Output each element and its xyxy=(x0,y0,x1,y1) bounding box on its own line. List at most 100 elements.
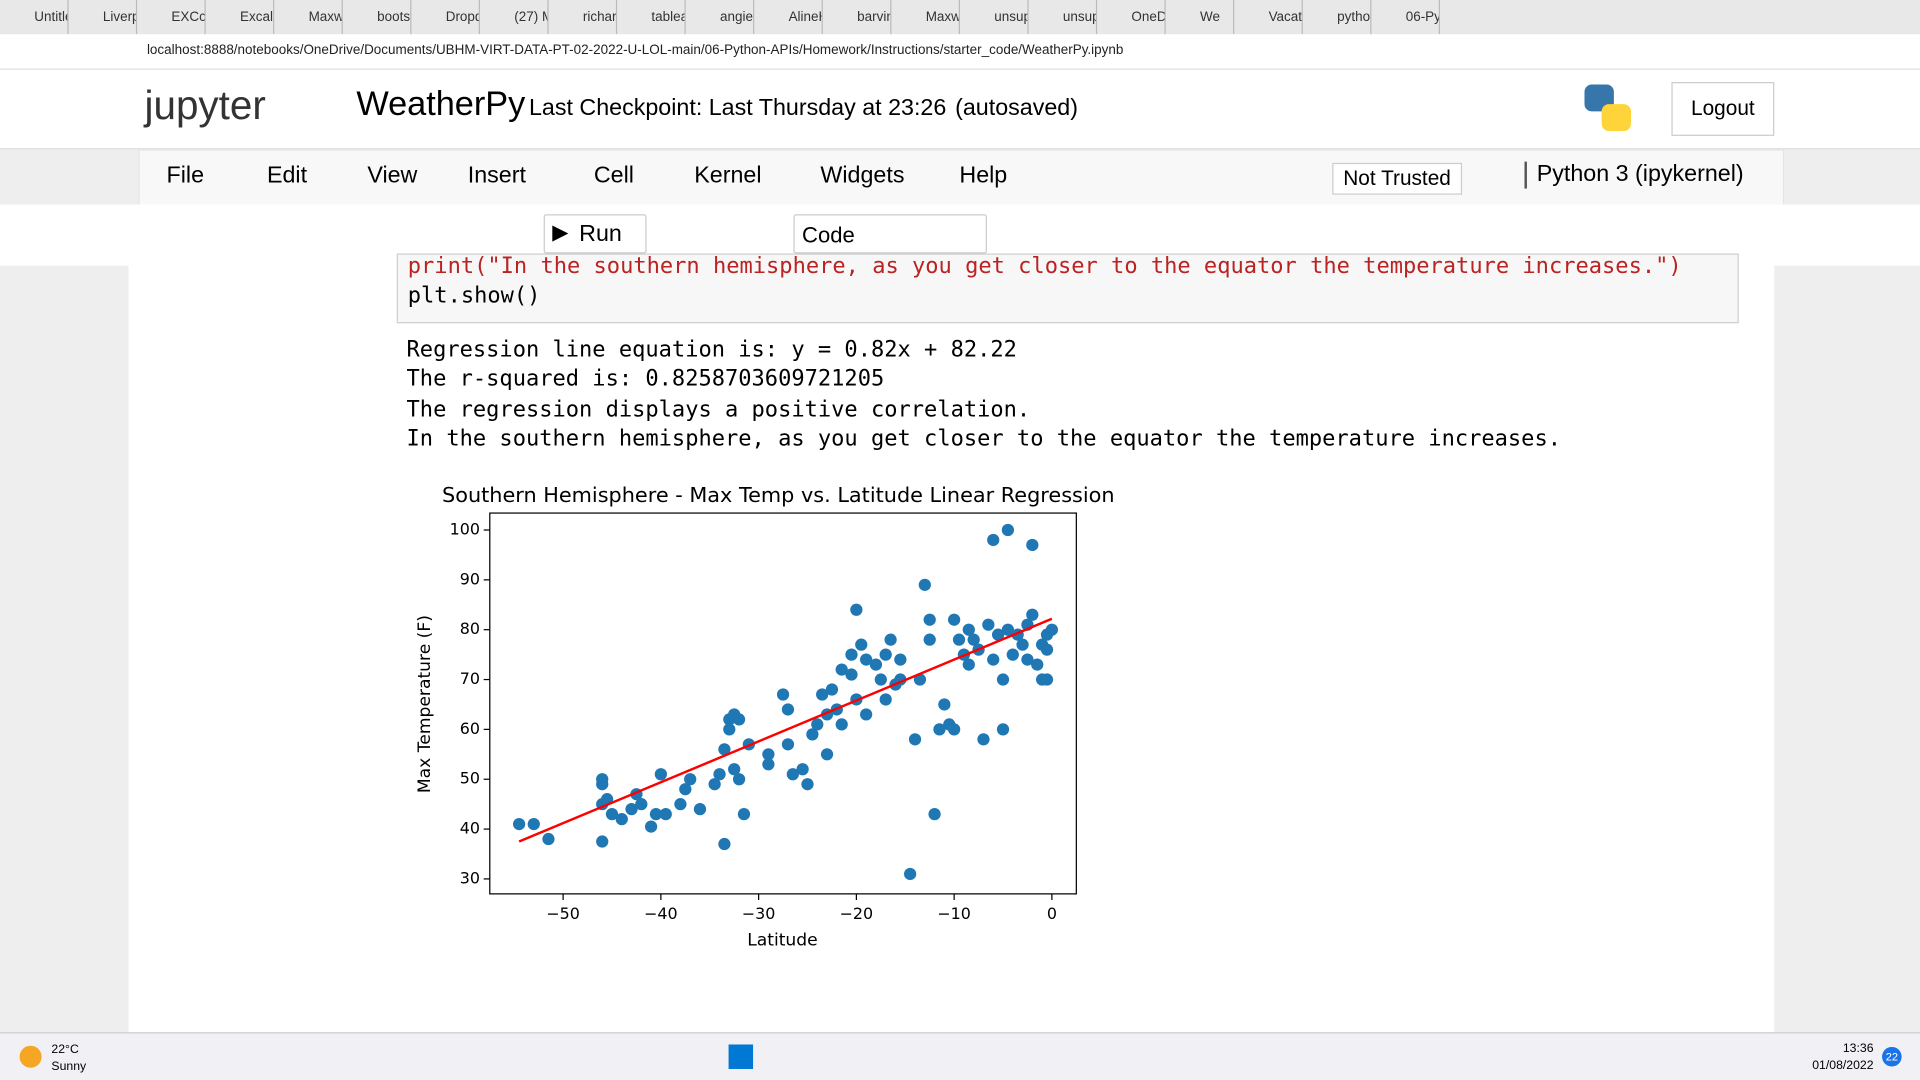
point xyxy=(596,773,609,786)
jupyter-header: jupyter WeatherPy Last Checkpoint: Last … xyxy=(0,69,1920,150)
point xyxy=(835,663,848,676)
tab[interactable]: We xyxy=(1166,0,1235,35)
y-axis-label: Max Temperature (F) xyxy=(415,615,435,793)
chart-title: Southern Hemisphere - Max Temp vs. Latit… xyxy=(442,483,1115,507)
notification-badge[interactable]: 22 xyxy=(1882,1046,1902,1067)
point xyxy=(879,693,892,706)
tab[interactable]: angiegi xyxy=(686,0,755,35)
x-tick-label: −20 xyxy=(840,904,874,923)
point xyxy=(1016,638,1029,651)
tab[interactable]: Dropdo xyxy=(411,0,480,35)
point xyxy=(855,638,868,651)
regression-line xyxy=(518,617,1053,843)
tab[interactable]: AlineHo xyxy=(754,0,823,35)
menu-item[interactable]: Kernel xyxy=(694,162,762,189)
point xyxy=(674,798,687,811)
point xyxy=(845,648,858,661)
point xyxy=(987,653,1000,666)
y-tick-label: 80 xyxy=(460,619,480,638)
menu-item[interactable]: Cell xyxy=(593,162,634,189)
point xyxy=(948,613,961,626)
tab[interactable]: Untitled xyxy=(0,0,69,35)
x-tick-label: −10 xyxy=(937,904,971,923)
point xyxy=(718,743,731,756)
point xyxy=(816,688,829,701)
menu-item[interactable]: Help xyxy=(959,162,1008,189)
tab[interactable]: Excalidr xyxy=(206,0,275,35)
tab[interactable]: python xyxy=(1303,0,1372,35)
tab[interactable]: EXCcel xyxy=(137,0,206,35)
notebook-name[interactable]: WeatherPy xyxy=(356,84,526,123)
x-tick-label: 0 xyxy=(1047,904,1057,923)
tab[interactable]: tableau xyxy=(617,0,686,35)
point xyxy=(1006,648,1019,661)
menu-item[interactable]: Edit xyxy=(266,162,308,189)
run-label: Run xyxy=(579,221,622,248)
menu-item[interactable]: File xyxy=(166,162,205,189)
url[interactable]: localhost:8888/notebooks/OneDrive/Docume… xyxy=(146,42,1124,58)
point xyxy=(948,723,961,736)
code-line: print("In the southern hemisphere, as yo… xyxy=(407,253,1682,280)
y-tick-label: 30 xyxy=(460,868,480,887)
point xyxy=(879,648,892,661)
y-tick-label: 90 xyxy=(460,569,480,588)
point xyxy=(977,733,990,746)
tab[interactable]: Vacatio xyxy=(1234,0,1303,35)
point xyxy=(718,837,731,851)
logo[interactable]: jupyter xyxy=(144,82,266,128)
menu-item[interactable]: Insert xyxy=(467,162,526,189)
point xyxy=(781,703,795,716)
point xyxy=(1026,538,1039,552)
point xyxy=(615,812,628,826)
run-icon: ▶ xyxy=(552,220,569,244)
point xyxy=(860,653,873,666)
python-logo xyxy=(1584,84,1632,132)
point xyxy=(527,817,540,831)
clock-date: 01/08/2022 xyxy=(1812,1059,1874,1073)
point xyxy=(904,867,917,881)
code-cell[interactable]: print("In the southern hemisphere, as yo… xyxy=(396,253,1739,324)
tab[interactable]: OneDriv xyxy=(1097,0,1166,35)
y-tick-label: 40 xyxy=(460,819,480,838)
x-tick-label: −50 xyxy=(546,904,580,923)
chart: Southern Hemisphere - Max Temp vs. Latit… xyxy=(415,483,1115,950)
point xyxy=(884,633,897,646)
menu-item[interactable]: Widgets xyxy=(820,162,905,189)
tab[interactable]: barvin1 xyxy=(823,0,892,35)
menu-item[interactable]: View xyxy=(367,162,418,189)
point xyxy=(684,773,697,786)
point xyxy=(992,628,1005,641)
point xyxy=(996,723,1010,736)
tab[interactable]: Maxwel xyxy=(891,0,960,35)
autosaved: (autosaved) xyxy=(955,95,1078,122)
tab[interactable]: (27) Me xyxy=(480,0,549,35)
point xyxy=(825,683,839,696)
tab[interactable]: richardh xyxy=(549,0,618,35)
kernel-name[interactable]: Python 3 (ipykernel) xyxy=(1524,161,1744,189)
point xyxy=(801,778,814,791)
logout-button[interactable]: Logout xyxy=(1671,82,1775,136)
tab[interactable]: Liverpo xyxy=(69,0,138,35)
point xyxy=(874,673,887,686)
tab[interactable]: unsupe xyxy=(960,0,1029,35)
output-line: The r-squared is: 0.8258703609721205 xyxy=(406,366,885,393)
cell-type: Code xyxy=(802,222,855,248)
weather: Sunny xyxy=(51,1060,87,1074)
cell-type-select[interactable]: Code xyxy=(793,214,987,254)
tab[interactable]: bootstr xyxy=(343,0,412,35)
point xyxy=(962,623,975,636)
tab[interactable]: 06-Pyth xyxy=(1371,0,1440,35)
start-button[interactable] xyxy=(728,1044,754,1069)
tab[interactable]: unsupe xyxy=(1029,0,1098,35)
tab[interactable]: Maxwel xyxy=(274,0,343,35)
point xyxy=(732,713,746,726)
trust-indicator[interactable]: Not Trusted xyxy=(1332,162,1462,195)
code-line: plt.show() xyxy=(407,282,541,309)
point xyxy=(1001,523,1015,537)
output: Regression line equation is: y = 0.82x +… xyxy=(407,336,1561,455)
x-axis-label: Latitude xyxy=(747,930,817,950)
point xyxy=(679,783,692,796)
point xyxy=(513,817,526,831)
point xyxy=(860,708,873,721)
run-button[interactable]: Run ▶ xyxy=(543,214,647,254)
